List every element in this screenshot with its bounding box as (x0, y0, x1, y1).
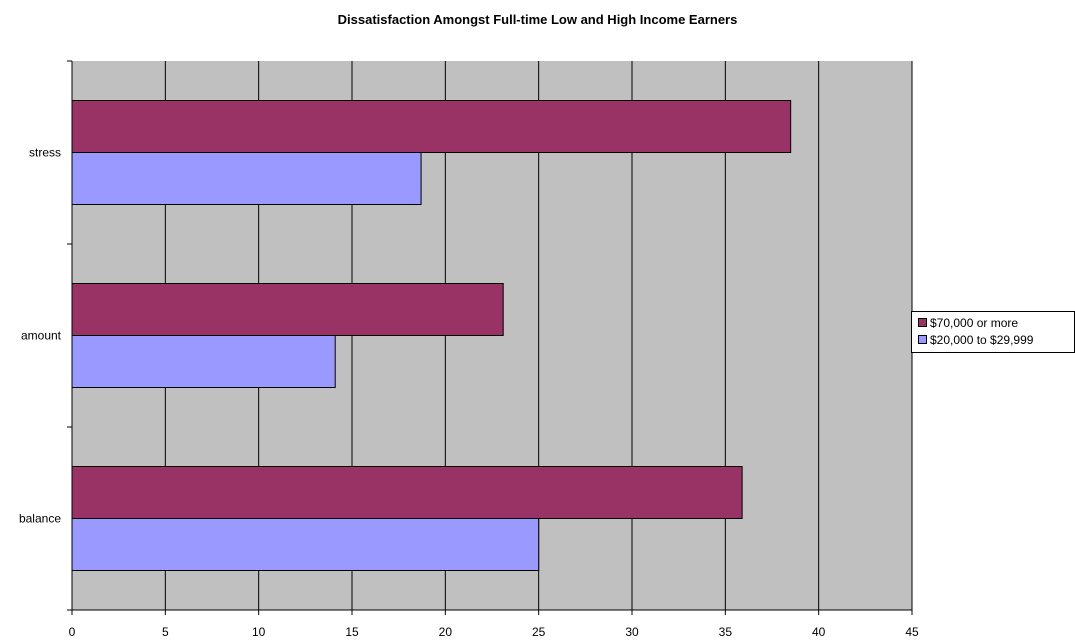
x-tick-label: 30 (625, 625, 639, 639)
y-axis-category-labels: balance amount stress (19, 146, 62, 526)
x-tick-label: 35 (719, 625, 733, 639)
chart-title: Dissatisfaction Amongst Full-time Low an… (337, 12, 738, 27)
category-label-amount: amount (21, 329, 62, 343)
x-axis-tick-labels: 0 5 10 15 20 25 30 35 40 45 (69, 625, 919, 639)
legend-label: $20,000 to $29,999 (930, 333, 1034, 347)
bar-balance-series-0 (71, 466, 743, 519)
x-tick-label: 0 (69, 625, 76, 639)
legend-swatch (918, 335, 927, 344)
x-tick-label: 40 (812, 625, 826, 639)
x-tick-label: 15 (345, 625, 359, 639)
legend-item: $70,000 or more (918, 315, 1018, 331)
bar-balance-series-1 (71, 518, 540, 571)
x-tick-label: 10 (252, 625, 266, 639)
bar-stress-series-0 (71, 100, 792, 153)
x-tick-label: 5 (162, 625, 169, 639)
x-tick-label: 45 (905, 625, 919, 639)
axes (67, 60, 913, 615)
category-label-balance: balance (19, 512, 61, 526)
legend-item: $20,000 to $29,999 (918, 332, 1033, 348)
x-tick-label: 20 (439, 625, 453, 639)
x-tick-label: 25 (532, 625, 546, 639)
bar-amount-series-0 (71, 283, 504, 336)
legend: $70,000 or more $20,000 to $29,999 (911, 311, 1075, 353)
bar-stress-series-1 (71, 152, 422, 205)
category-label-stress: stress (29, 146, 61, 160)
bar-amount-series-1 (71, 335, 336, 388)
legend-swatch (918, 318, 927, 327)
legend-label: $70,000 or more (930, 316, 1019, 330)
bars (71, 100, 792, 571)
